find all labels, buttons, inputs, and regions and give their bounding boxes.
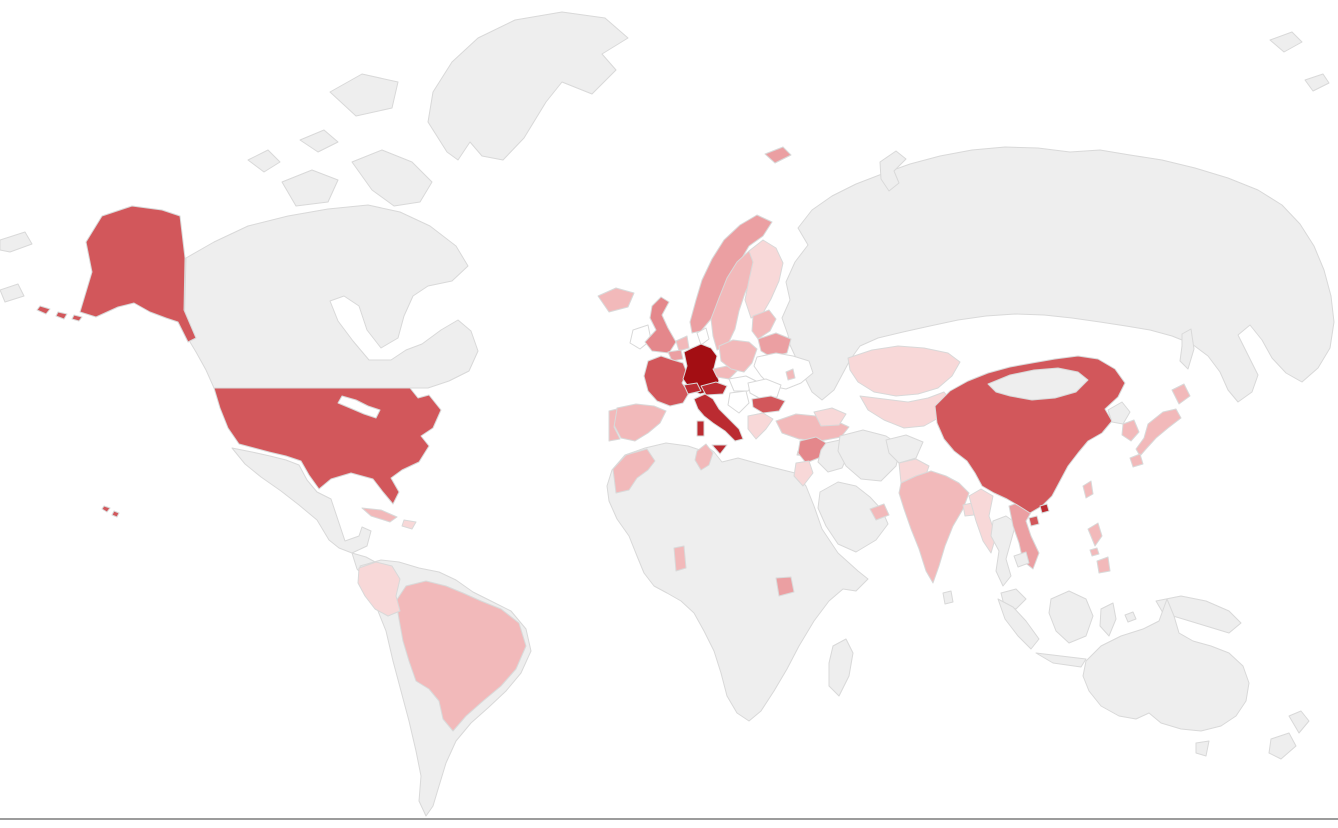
country-iceland[interactable] (597, 287, 635, 313)
country-russia-arctic-ne-2[interactable] (1304, 73, 1330, 92)
country-belgium[interactable] (667, 349, 684, 362)
country-cambodia[interactable] (1013, 551, 1030, 568)
country-united-kingdom[interactable] (644, 296, 677, 354)
country-austria[interactable] (700, 381, 728, 396)
country-russia-novaya-zemlya[interactable] (879, 150, 907, 192)
country-denmark[interactable] (696, 327, 710, 346)
country-germany[interactable] (682, 343, 720, 395)
country-indonesia-moluccas[interactable] (1124, 611, 1137, 623)
country-saudi-arabia[interactable] (817, 481, 889, 553)
country-canada-arctic-1[interactable] (329, 73, 399, 117)
country-united-states-aleutians-3[interactable] (71, 314, 83, 322)
country-morocco[interactable] (612, 448, 656, 494)
great-lakes (337, 395, 381, 419)
country-new-zealand-south[interactable] (1268, 732, 1297, 760)
country-indonesia-java[interactable] (1035, 652, 1087, 668)
country-russia-chukotka-wrap-2[interactable] (0, 283, 25, 303)
country-belarus[interactable] (757, 332, 792, 358)
country-united-states-aleutians-1[interactable] (36, 305, 51, 315)
bottom-divider-rule (0, 818, 1338, 820)
country-united-states-aleutians-2[interactable] (55, 311, 68, 320)
country-indonesia-sulawesi[interactable] (1099, 602, 1117, 637)
country-portugal[interactable] (608, 408, 621, 442)
country-norway-svalbard[interactable] (764, 146, 792, 164)
country-greenland[interactable] (427, 11, 629, 161)
country-italy[interactable] (693, 393, 744, 442)
country-brazil[interactable] (395, 580, 527, 732)
country-romania[interactable] (747, 378, 782, 400)
country-uganda[interactable] (775, 576, 795, 597)
country-philippines-mindanao[interactable] (1096, 556, 1111, 574)
country-japan-honshu[interactable] (1135, 408, 1182, 457)
country-philippines-visayas[interactable] (1089, 547, 1100, 557)
country-spain[interactable] (613, 403, 667, 442)
country-benin[interactable] (673, 545, 687, 572)
country-canada[interactable] (183, 204, 479, 389)
country-switzerland[interactable] (683, 382, 702, 395)
country-china[interactable] (934, 355, 1126, 514)
country-myanmar[interactable] (968, 488, 997, 554)
country-russia-chukotka-wrap-1[interactable] (0, 231, 33, 253)
country-france[interactable] (643, 355, 690, 407)
country-china-hainan[interactable] (1028, 515, 1040, 527)
country-italy-sardinia[interactable] (696, 420, 705, 437)
country-united-arab-emirates[interactable] (869, 503, 890, 521)
country-united-states-hawaii-1[interactable] (101, 505, 111, 513)
country-japan-hokkaido[interactable] (1171, 383, 1191, 405)
country-philippines-luzon[interactable] (1087, 522, 1103, 547)
country-canada-arctic-3[interactable] (351, 149, 433, 207)
country-indonesia-borneo[interactable] (1048, 590, 1094, 644)
country-colombia[interactable] (357, 561, 401, 617)
country-south-korea[interactable] (1121, 419, 1140, 442)
country-new-zealand-north[interactable] (1288, 710, 1310, 734)
country-russia[interactable] (781, 146, 1335, 403)
region-caucasus[interactable] (813, 407, 847, 427)
region-hong-kong[interactable] (1039, 503, 1050, 514)
country-madagascar[interactable] (828, 638, 854, 697)
country-italy-sicily[interactable] (711, 444, 728, 455)
country-mexico[interactable] (231, 447, 372, 554)
region-africa[interactable] (606, 442, 869, 722)
country-canada-arctic-4[interactable] (247, 149, 281, 173)
country-north-korea[interactable] (1107, 401, 1131, 425)
country-japan-kyushu[interactable] (1129, 453, 1144, 468)
country-russia-sakhalin[interactable] (1179, 328, 1195, 370)
region-israel-jordan[interactable] (793, 460, 814, 487)
country-greece[interactable] (747, 412, 774, 440)
country-tunisia[interactable] (694, 443, 714, 471)
country-mongolia[interactable] (987, 367, 1089, 401)
country-australia-tasmania[interactable] (1195, 740, 1210, 757)
country-united-states-hawaii-2[interactable] (111, 510, 120, 518)
country-kazakhstan[interactable] (847, 345, 961, 397)
country-afghanistan[interactable] (885, 434, 924, 464)
country-canada-arctic-5[interactable] (299, 129, 339, 153)
country-australia[interactable] (1082, 598, 1250, 732)
country-bulgaria[interactable] (751, 395, 786, 414)
country-united-states[interactable] (213, 387, 442, 505)
country-russia-arctic-ne-1[interactable] (1269, 31, 1303, 53)
region-baltic-states[interactable] (751, 309, 777, 340)
country-netherlands[interactable] (675, 335, 690, 352)
country-india[interactable] (898, 470, 970, 584)
country-moldova[interactable] (785, 368, 796, 381)
country-finland[interactable] (744, 239, 784, 319)
country-taiwan[interactable] (1082, 480, 1094, 499)
region-balkans[interactable] (727, 390, 750, 414)
country-iran[interactable] (837, 429, 902, 482)
country-dominican-republic[interactable] (401, 519, 417, 530)
country-thailand[interactable] (990, 515, 1017, 587)
country-cuba[interactable] (361, 507, 398, 523)
country-united-states-alaska[interactable] (79, 205, 197, 343)
country-indonesia-sumatra[interactable] (997, 598, 1040, 650)
country-poland[interactable] (718, 339, 758, 373)
country-canada-arctic-2[interactable] (281, 169, 339, 207)
country-sri-lanka[interactable] (942, 590, 954, 605)
